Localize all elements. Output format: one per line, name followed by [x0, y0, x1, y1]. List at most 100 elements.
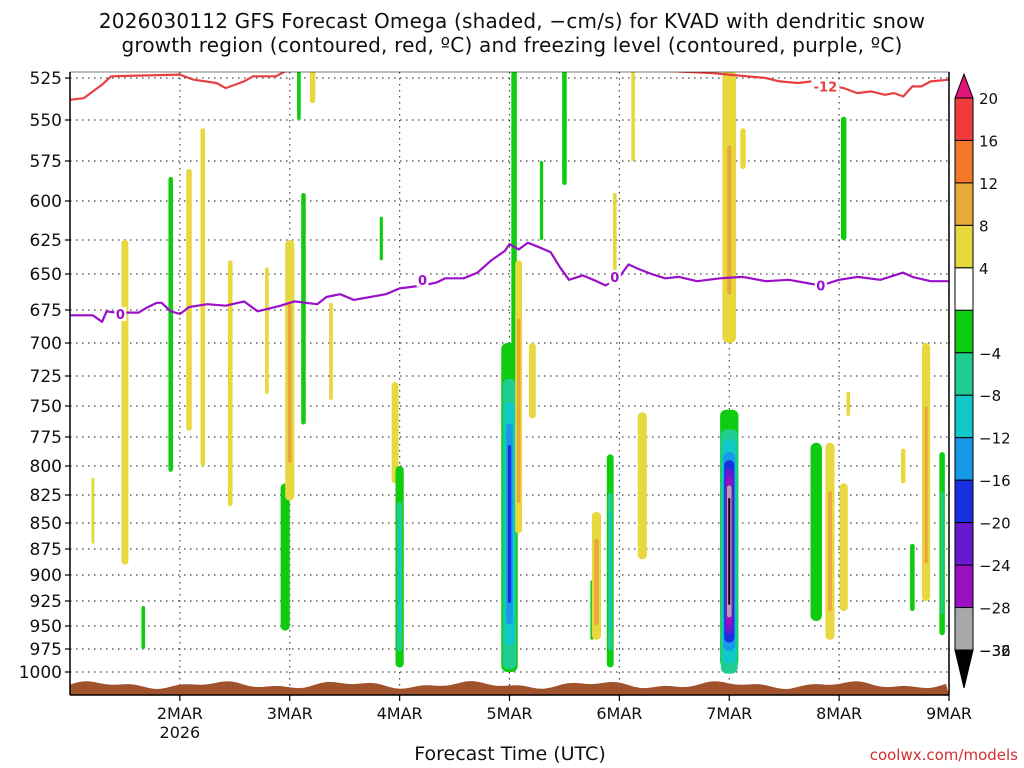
omega-cell-20-yellow	[528, 343, 536, 419]
y-tick-label-600: 600	[30, 192, 62, 212]
colorbar-bin-4	[954, 267, 974, 311]
colorbar-label-4: 4	[979, 260, 989, 278]
y-tick-label-550: 550	[30, 111, 62, 131]
freezing-level-contour	[70, 241, 949, 323]
omega-cell-5-yellow	[200, 128, 206, 466]
omega-cell-24-orange	[594, 539, 599, 626]
omega-cell-0-yellow	[91, 477, 95, 544]
colorbar-bin-12	[954, 607, 974, 651]
omega-cell-28-yellow	[637, 412, 647, 560]
terrain-surface	[70, 681, 949, 695]
omega-cell-1-yellow	[121, 240, 129, 565]
y-tick-label-1000: 1000	[19, 663, 62, 683]
omega-cell-33-orange	[828, 491, 832, 612]
contour-label-bg-2	[608, 269, 621, 284]
chart-title-line-2: growth region (contoured, red, ºC) and f…	[121, 33, 903, 57]
x-tick-label-5MAR: 5MAR	[486, 704, 532, 723]
omega-cell-30-orange	[727, 145, 732, 295]
colorbar-bin-5	[954, 309, 974, 354]
omega-cell-8-green	[280, 483, 290, 631]
contour-label-3: 0	[816, 280, 825, 295]
omega-cell-32-green	[810, 442, 822, 621]
contour-label-2: 0	[610, 271, 619, 286]
colorbar-bin-2	[954, 182, 974, 226]
omega-cell-40-teal	[940, 490, 944, 615]
colorbar-top-arrow	[954, 72, 974, 99]
omega-cell-6-yellow	[227, 260, 233, 507]
omega-cell-2-green	[141, 606, 146, 649]
x-tick-label-4MAR: 4MAR	[377, 704, 423, 723]
colorbar-label-2: 12	[979, 175, 998, 193]
colorbar-label-10: −24	[979, 557, 1011, 575]
colorbar-label-3: 8	[979, 217, 989, 235]
omega-cell-14-green	[379, 216, 383, 261]
colorbar-label-8: −16	[979, 472, 1011, 490]
y-tick-label-900: 900	[30, 566, 62, 586]
y-tick-label-925: 925	[30, 592, 62, 612]
y-tick-label-625: 625	[30, 231, 62, 251]
omega-cell-35-yellow	[839, 483, 848, 611]
contour-label-bg-3	[814, 278, 827, 293]
omega-cell-11-green	[301, 193, 306, 425]
omega-cell-19-orange	[516, 318, 521, 503]
colorbar-label-7: −12	[979, 430, 1011, 448]
omega-cell-36-yellow	[846, 391, 851, 416]
y-tick-label-700: 700	[30, 334, 62, 354]
omega-cell-38-green	[910, 543, 915, 611]
x-tick-label-9MAR: 9MAR	[926, 704, 972, 723]
colorbar-bin-7	[954, 394, 974, 439]
omega-cell-29-black	[728, 497, 731, 605]
colorbar-bin-0	[954, 97, 974, 141]
credit-link[interactable]: coolwx.com/models	[869, 746, 1018, 764]
omega-cell-37-yellow	[900, 448, 906, 484]
x-tick-label-3MAR: 3MAR	[267, 704, 313, 723]
colorbar-label-9: −20	[979, 515, 1011, 533]
colorbar-bin-8	[954, 437, 974, 481]
dgz-minus12-contour	[70, 72, 949, 101]
contour-label-bg-0	[114, 306, 127, 321]
omega-cell-26-yellow	[612, 193, 617, 274]
y-tick-label-750: 750	[30, 397, 62, 417]
y-tick-label-825: 825	[30, 486, 62, 506]
x-tick-label-2MAR: 2MAR	[157, 704, 203, 723]
y-tick-label-975: 975	[30, 640, 62, 660]
omega-cell-10-green	[297, 72, 301, 120]
contour-label-bg-4	[811, 79, 840, 94]
y-tick-label-525: 525	[30, 69, 62, 89]
y-tick-label-675: 675	[30, 301, 62, 321]
colorbar-bin-10	[954, 522, 974, 566]
x-axis-title: Forecast Time (UTC)	[414, 743, 606, 765]
contour-label-0: 0	[116, 308, 125, 323]
colorbar-label-5: −4	[979, 345, 1001, 363]
colorbar: 20 16 12 8 4 −4 −8 −12 −16 −20 −24 −28 −32−36	[954, 72, 1011, 689]
chart-title-line-1: 2026030112 GFS Forecast Omega (shaded, −…	[98, 9, 926, 33]
colorbar-bin-6	[954, 352, 974, 396]
colorbar-label-0: 20	[979, 90, 998, 108]
y-tick-label-800: 800	[30, 457, 62, 477]
colorbar-label-13: −36	[979, 642, 1011, 660]
y-tick-label-725: 725	[30, 367, 62, 387]
y-tick-label-875: 875	[30, 540, 62, 560]
omega-cell-17-blue	[507, 444, 512, 603]
omega-cell-4-yellow	[186, 169, 192, 431]
omega-cell-22-green	[562, 72, 567, 185]
omega-cell-27-yellow	[631, 72, 635, 161]
y-tick-label-850: 850	[30, 514, 62, 534]
axes-layer: 525 550 575 600 625 650 675 700 725 750 775 800 825 8…	[19, 69, 972, 742]
omega-cell-12-yellow	[309, 72, 316, 104]
colorbar-label-1: 16	[979, 132, 998, 150]
grid-layer	[70, 72, 950, 695]
contour-layer: 0 0 0 0 -12	[70, 72, 949, 323]
colorbar-bin-1	[954, 139, 974, 184]
colorbar-label-11: −28	[979, 600, 1011, 618]
colorbar-bin-9	[954, 479, 974, 524]
omega-cell-16-cyan	[398, 521, 401, 632]
omega-cell-3-green	[168, 177, 174, 472]
omega-cell-34-green	[840, 116, 847, 240]
colorbar-bottom-arrow	[954, 649, 974, 689]
y-tick-label-650: 650	[30, 265, 62, 285]
omega-shading-layer	[91, 72, 945, 674]
contour-label-4: -12	[814, 80, 838, 95]
